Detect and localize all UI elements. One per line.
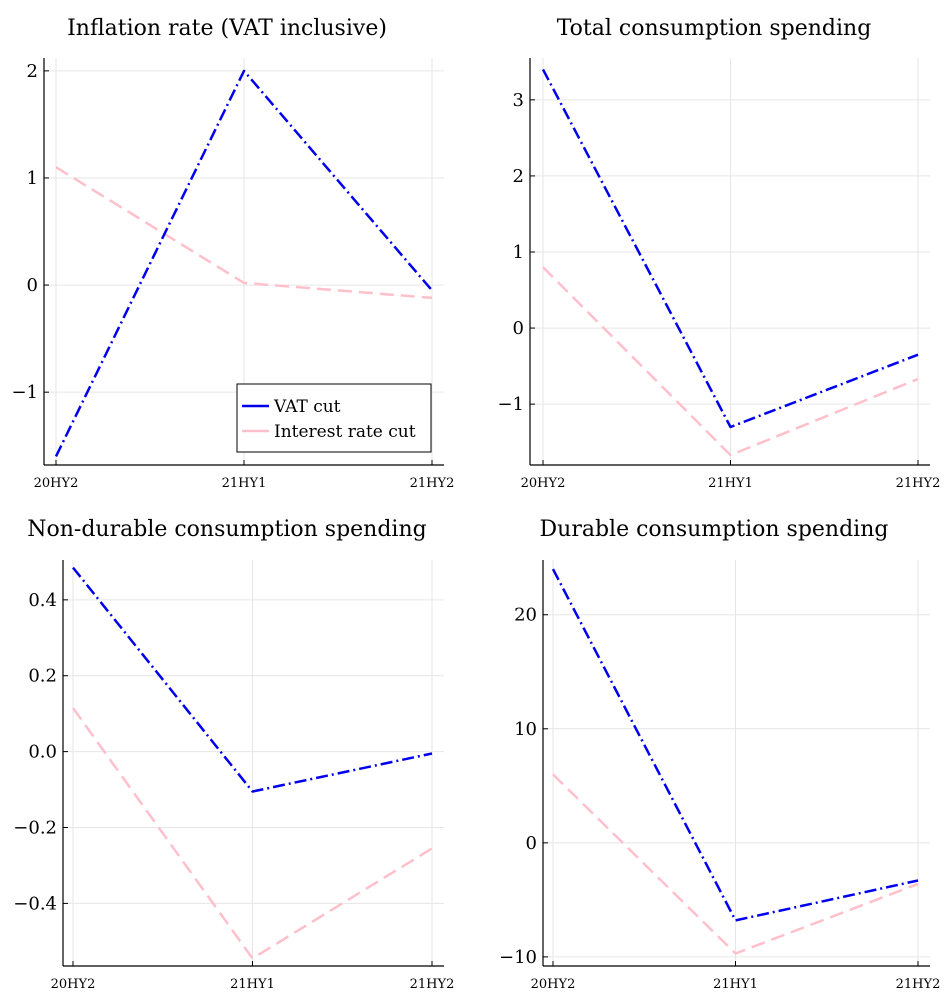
x-tick-label: 21HY2 bbox=[410, 977, 455, 992]
y-tick-label: 1 bbox=[27, 168, 38, 189]
series-line-vat-cut bbox=[54, 69, 433, 457]
series-line-vat-cut bbox=[541, 68, 919, 429]
legend-box bbox=[236, 383, 432, 453]
panel-title: Durable consumption spending bbox=[540, 517, 889, 542]
x-tick-label: 21HY2 bbox=[896, 977, 941, 992]
y-tick-label: 2 bbox=[27, 61, 38, 82]
x-tick-label: 21HY1 bbox=[222, 476, 267, 491]
panel-title: Inflation rate (VAT inclusive) bbox=[67, 16, 387, 41]
series-line-interest-rate-cut bbox=[542, 266, 919, 457]
y-tick-label: −0.2 bbox=[13, 818, 57, 839]
x-tick-label: 21HY1 bbox=[230, 977, 275, 992]
y-tick-label: 20 bbox=[514, 605, 537, 626]
y-tick-label: −0.4 bbox=[13, 893, 57, 914]
x-tick-label: 21HY2 bbox=[896, 476, 941, 491]
y-tick-label: 0 bbox=[27, 275, 38, 296]
y-tick-label: −10 bbox=[499, 947, 537, 968]
y-tick-label: 3 bbox=[513, 90, 524, 111]
y-tick-label: −1 bbox=[11, 382, 38, 403]
y-tick-label: 0 bbox=[513, 318, 524, 339]
x-tick-label: 20HY2 bbox=[531, 977, 576, 992]
durable-consumption-panel: Durable consumption spending −10 0 10 20 20H… bbox=[499, 517, 940, 992]
y-tick-label: 0.2 bbox=[28, 666, 57, 687]
x-tick-label: 21HY1 bbox=[708, 476, 753, 491]
panel-title: Non-durable consumption spending bbox=[27, 517, 426, 542]
x-tick-label: 20HY2 bbox=[34, 476, 79, 491]
y-tick-label: −1 bbox=[497, 394, 524, 415]
non-durable-consumption-panel: Non-durable consumption spending −0.4 −0.… bbox=[13, 517, 454, 992]
x-tick-label: 21HY1 bbox=[713, 977, 758, 992]
series-line-interest-rate-cut bbox=[552, 773, 919, 955]
y-tick-label: 2 bbox=[513, 166, 524, 187]
y-tick-label: 0.4 bbox=[28, 590, 57, 611]
inflation-rate-panel: Inflation rate (VAT inclusive) −1 0 1 2 20HY… bbox=[11, 16, 454, 491]
x-tick-label: 21HY2 bbox=[410, 476, 455, 491]
y-tick-label: 1 bbox=[513, 242, 524, 263]
panel-title: Total consumption spending bbox=[557, 16, 872, 41]
x-tick-label: 20HY2 bbox=[51, 977, 96, 992]
y-tick-label: 10 bbox=[514, 719, 537, 740]
legend-label-interest-rate-cut: Interest rate cut bbox=[274, 422, 416, 442]
series-line-interest-rate-cut bbox=[71, 707, 433, 960]
series-line-vat-cut bbox=[72, 566, 433, 793]
legend-label-vat-cut: VAT cut bbox=[273, 397, 341, 417]
y-tick-label: 0 bbox=[526, 833, 537, 854]
y-tick-label: 0.0 bbox=[28, 742, 57, 763]
legend: VAT cut Interest rate cut bbox=[236, 383, 432, 453]
x-tick-label: 20HY2 bbox=[521, 476, 566, 491]
total-consumption-panel: Total consumption spending −1 0 1 2 3 20HY2 21… bbox=[497, 16, 940, 491]
series-line-interest-rate-cut bbox=[55, 166, 433, 300]
